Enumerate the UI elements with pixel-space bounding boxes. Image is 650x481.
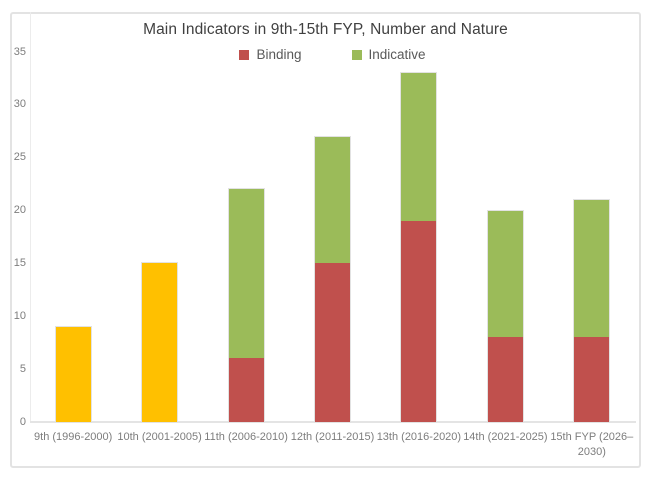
chart-title: Main Indicators in 9th-15th FYP, Number … [143, 21, 508, 38]
bar-stack [487, 210, 523, 423]
bar-segment [487, 337, 523, 423]
y-tick-label: 5 [19, 363, 26, 375]
bar-segment [315, 263, 350, 423]
x-axis-category-label: 12th (2011-2015) [290, 431, 375, 443]
bar-segment [228, 358, 264, 422]
x-axis-category-label: 11th (2006-2010) [204, 431, 288, 443]
x-axis-category-label: 15th FYP (2026–2030) [550, 431, 634, 459]
bar-segment [228, 189, 264, 359]
bar-stack [55, 326, 91, 422]
bar-segment [401, 73, 437, 222]
y-tick-label: 35 [13, 46, 26, 58]
bar-stack [401, 73, 437, 422]
legend-swatch [351, 49, 362, 60]
x-axis-category-label: 9th (1996-2000) [34, 431, 113, 443]
y-tick-label: 25 [13, 151, 26, 163]
x-axis-category-label: 13th (2016-2020) [376, 431, 462, 443]
legend-label: Binding [256, 47, 302, 62]
bar-segment [487, 210, 523, 338]
x-axis-category-label: 14th (2021-2025) [463, 431, 548, 443]
bar-stack [142, 263, 178, 422]
bar-segment [315, 136, 350, 264]
legend-label: Indicative [368, 47, 426, 62]
bar-segment [142, 263, 178, 422]
bar-segment [55, 326, 91, 422]
bar-stack [228, 189, 264, 422]
y-tick-label: 30 [13, 98, 26, 110]
y-tick-label: 0 [19, 416, 26, 428]
legend-swatch [239, 49, 250, 60]
y-tick-label: 20 [13, 204, 26, 216]
y-axis-line [30, 12, 31, 422]
bar-segment [574, 337, 610, 422]
x-axis-category-label: 10th (2001-2005) [117, 431, 202, 443]
bar-stack [574, 200, 610, 422]
bar-segment [401, 221, 437, 422]
y-tick-label: 15 [13, 257, 26, 269]
legend-item: Binding [239, 47, 302, 62]
bar-stack [315, 136, 350, 423]
legend-item: Indicative [351, 47, 426, 62]
bar-segment [574, 200, 610, 338]
legend: Binding Indicative [30, 47, 635, 62]
y-tick-label: 10 [13, 310, 26, 322]
